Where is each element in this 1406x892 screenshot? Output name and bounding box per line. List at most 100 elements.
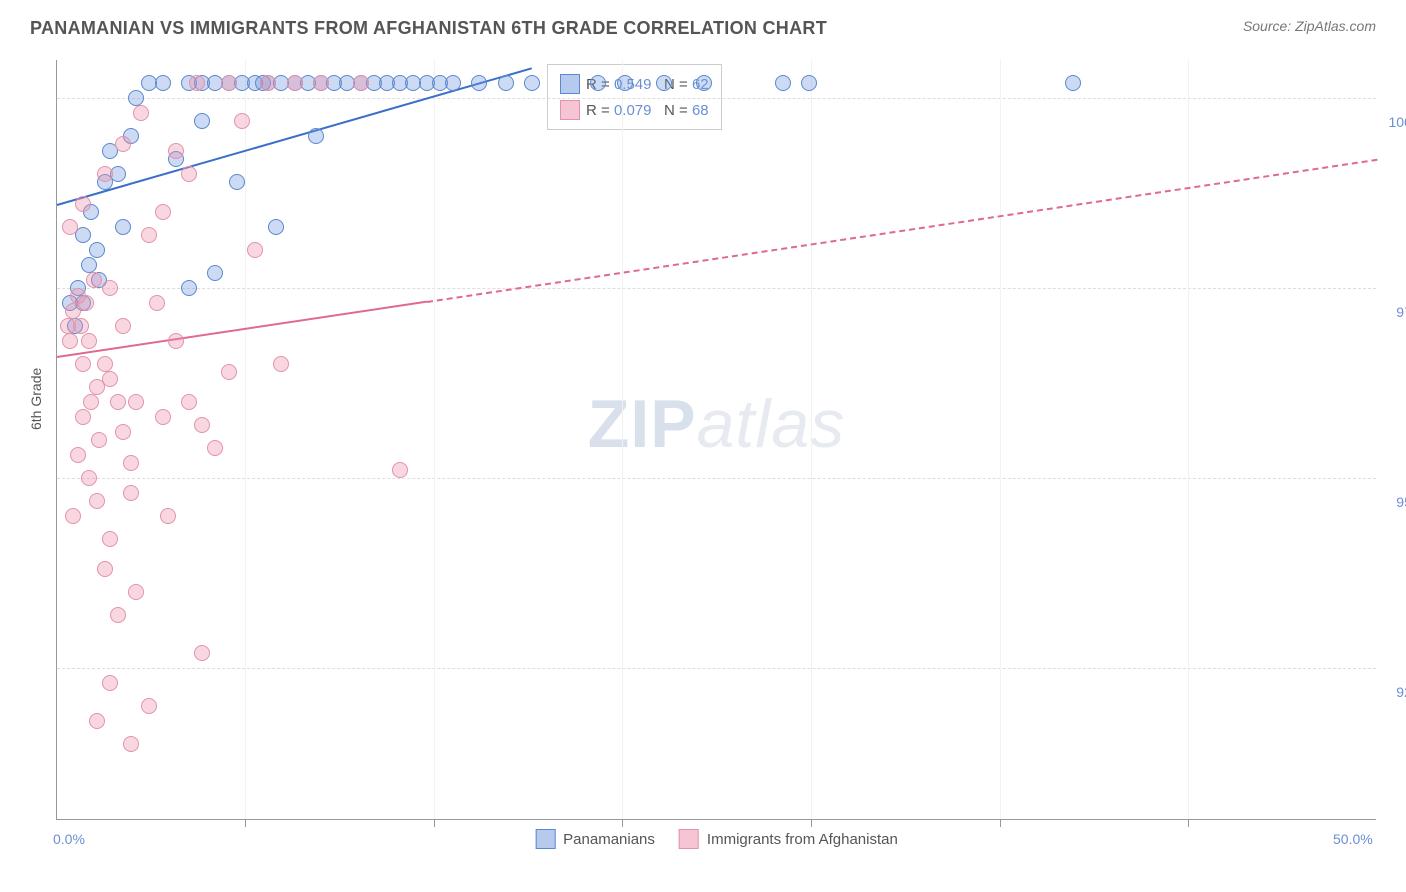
source-attribution: Source: ZipAtlas.com [1243, 18, 1376, 34]
data-point [123, 736, 139, 752]
data-point [73, 318, 89, 334]
watermark-zip: ZIP [588, 386, 697, 462]
data-point [801, 75, 817, 91]
data-point [268, 219, 284, 235]
data-point [83, 394, 99, 410]
data-point [89, 493, 105, 509]
data-point [1065, 75, 1081, 91]
scatter-plot-area: ZIPatlas R = 0.549 N = 62 R = 0.079 N = 6… [56, 60, 1376, 820]
series-name: Immigrants from Afghanistan [707, 831, 898, 848]
data-point [115, 318, 131, 334]
y-tick-label: 92.5% [1396, 684, 1406, 700]
data-point [168, 333, 184, 349]
gridline-v [811, 60, 812, 819]
regression-line [57, 301, 427, 358]
data-point [194, 645, 210, 661]
data-point [308, 128, 324, 144]
regression-line [426, 159, 1377, 303]
data-point [78, 295, 94, 311]
data-point [445, 75, 461, 91]
data-point [81, 257, 97, 273]
data-point [234, 113, 250, 129]
data-point [128, 394, 144, 410]
chart-header: PANAMANIAN VS IMMIGRANTS FROM AFGHANISTA… [0, 0, 1406, 47]
y-axis-title: 6th Grade [28, 368, 44, 430]
y-tick-label: 95.0% [1396, 494, 1406, 510]
gridline-h [57, 288, 1376, 289]
gridline-h [57, 98, 1376, 99]
data-point [656, 75, 672, 91]
data-point [617, 75, 633, 91]
data-point [115, 136, 131, 152]
data-point [160, 508, 176, 524]
data-point [260, 75, 276, 91]
gridline-v [434, 60, 435, 819]
data-point [102, 280, 118, 296]
data-point [110, 607, 126, 623]
bottom-legend-item: Panamanians [535, 829, 655, 849]
data-point [181, 394, 197, 410]
x-minor-tick [245, 819, 246, 827]
series-legend: Panamanians Immigrants from Afghanistan [535, 829, 898, 849]
x-minor-tick [434, 819, 435, 827]
gridline-v [1000, 60, 1001, 819]
series-name: Panamanians [563, 831, 655, 848]
data-point [123, 455, 139, 471]
data-point [75, 409, 91, 425]
data-point [102, 371, 118, 387]
gridline-v [1188, 60, 1189, 819]
gridline-v [245, 60, 246, 819]
data-point [590, 75, 606, 91]
data-point [194, 113, 210, 129]
chart-title: PANAMANIAN VS IMMIGRANTS FROM AFGHANISTA… [30, 18, 827, 39]
data-point [70, 447, 86, 463]
data-point [102, 531, 118, 547]
legend-row: R = 0.079 N = 68 [560, 97, 709, 123]
data-point [97, 356, 113, 372]
legend-swatch [560, 74, 580, 94]
data-point [115, 219, 131, 235]
data-point [149, 295, 165, 311]
legend-swatch [535, 829, 555, 849]
data-point [353, 75, 369, 91]
legend-row: R = 0.549 N = 62 [560, 71, 709, 97]
y-tick-label: 100.0% [1389, 114, 1406, 130]
x-minor-tick [1000, 819, 1001, 827]
data-point [273, 356, 289, 372]
data-point [247, 242, 263, 258]
data-point [102, 675, 118, 691]
data-point [155, 409, 171, 425]
data-point [287, 75, 303, 91]
source-label: Source: [1243, 18, 1291, 34]
data-point [97, 166, 113, 182]
data-point [89, 713, 105, 729]
data-point [110, 394, 126, 410]
legend-swatch [679, 829, 699, 849]
data-point [62, 333, 78, 349]
data-point [696, 75, 712, 91]
gridline-h [57, 668, 1376, 669]
data-point [141, 698, 157, 714]
data-point [91, 432, 107, 448]
data-point [194, 417, 210, 433]
data-point [207, 440, 223, 456]
legend-stats: R = 0.079 N = 68 [586, 102, 709, 119]
data-point [128, 584, 144, 600]
data-point [75, 196, 91, 212]
data-point [128, 90, 144, 106]
data-point [75, 356, 91, 372]
data-point [89, 242, 105, 258]
x-tick-label: 50.0% [1333, 831, 1373, 847]
data-point [155, 75, 171, 91]
watermark-atlas: atlas [697, 386, 846, 462]
x-minor-tick [622, 819, 623, 827]
data-point [115, 424, 131, 440]
data-point [123, 485, 139, 501]
data-point [141, 227, 157, 243]
data-point [207, 265, 223, 281]
x-minor-tick [811, 819, 812, 827]
data-point [498, 75, 514, 91]
data-point [221, 75, 237, 91]
watermark: ZIPatlas [588, 385, 845, 463]
x-minor-tick [1188, 819, 1189, 827]
